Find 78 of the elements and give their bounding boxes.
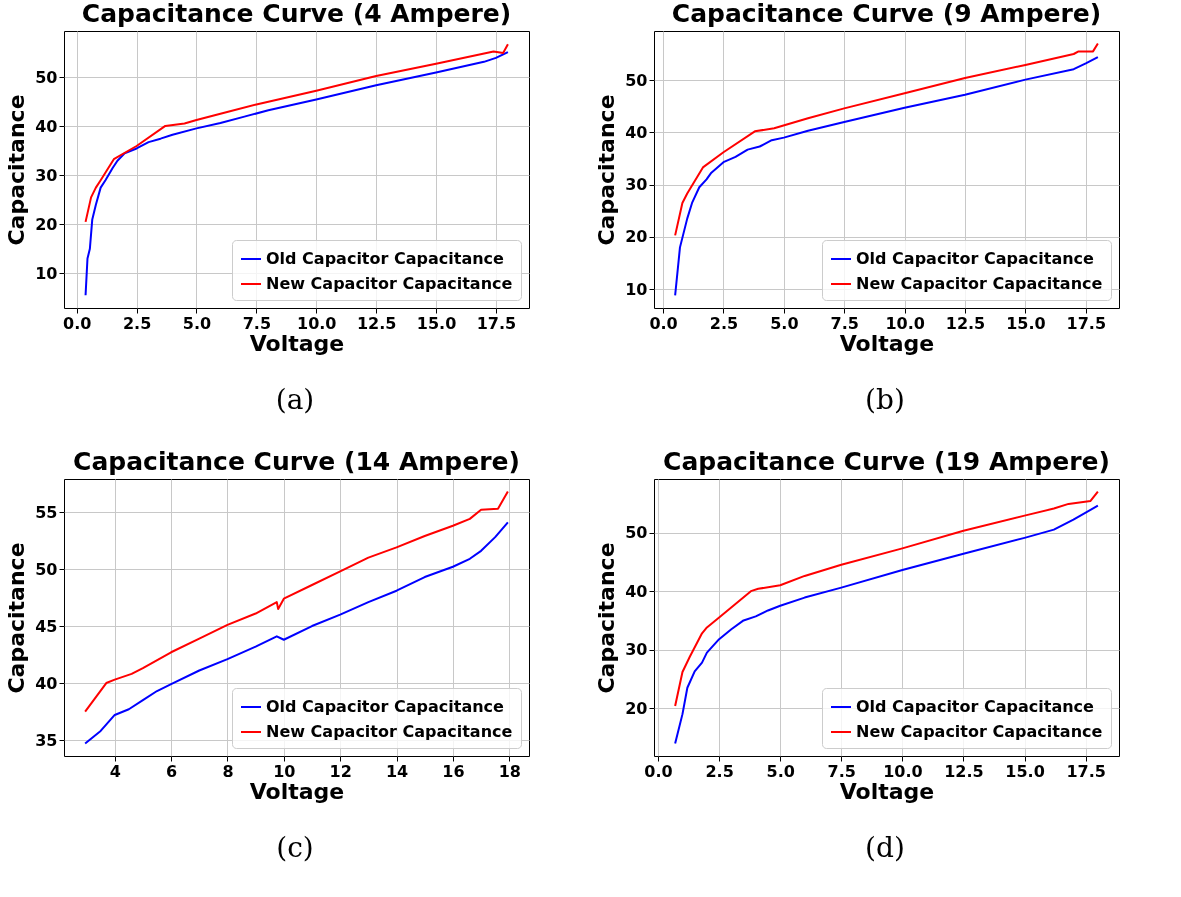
x-axis-title: Voltage <box>249 778 345 804</box>
x-tick-label: 10.0 <box>885 313 925 333</box>
text: (d) <box>864 831 906 864</box>
x-tick-label: 0.0 <box>63 313 92 333</box>
x-tick-label: 7.5 <box>242 313 272 333</box>
x-tick-label: 12.5 <box>356 313 397 333</box>
legend-label: New Capacitor Capacitance <box>856 722 1103 741</box>
x-tick-label: 6 <box>166 761 178 781</box>
x-axis-title: Voltage <box>839 330 935 356</box>
legend-label: Old Capacitor Capacitance <box>856 697 1095 716</box>
y-tick-label: 40 <box>625 122 648 142</box>
chart-title: Capacitance Curve (4 Ampere) <box>81 0 512 28</box>
x-tick-label: 5.0 <box>770 313 799 333</box>
x-tick-label: 2.5 <box>709 313 739 333</box>
x-tick-label: 17.5 <box>1066 761 1106 781</box>
y-tick-label: 35 <box>35 730 58 750</box>
y-axis-title: Capacitance <box>4 94 30 246</box>
x-tick-label: 2.5 <box>122 313 152 333</box>
x-tick-label: 10 <box>273 761 296 781</box>
line-series <box>84 490 509 713</box>
y-axis-title: Capacitance <box>594 542 620 694</box>
x-tick-label: 0.0 <box>649 313 678 333</box>
chart-title: Capacitance Curve (14 Ampere) <box>73 447 520 476</box>
text: (a) <box>274 383 316 416</box>
y-tick-label: 20 <box>35 214 58 234</box>
x-tick-label: 17.5 <box>476 313 517 333</box>
x-tick-label: 12.5 <box>944 761 984 781</box>
legend-label: Old Capacitor Capacitance <box>266 249 505 268</box>
x-tick-label: 7.5 <box>827 761 856 781</box>
x-tick-label: 0.0 <box>644 761 673 781</box>
x-tick-label: 2.5 <box>705 761 734 781</box>
chart-title: Capacitance Curve (19 Ampere) <box>663 447 1110 476</box>
y-tick-label: 30 <box>35 165 58 185</box>
line-series <box>674 42 1099 237</box>
x-tick-label: 5.0 <box>766 761 795 781</box>
y-axis-title: Capacitance <box>594 94 620 246</box>
legend-label: New Capacitor Capacitance <box>266 722 513 741</box>
text: (c) <box>275 831 315 864</box>
x-tick-label: 15.0 <box>416 313 457 333</box>
y-tick-label: 10 <box>35 263 58 283</box>
x-axis-title: Voltage <box>249 330 345 356</box>
x-tick-label: 12 <box>329 761 352 781</box>
y-tick-label: 50 <box>625 523 648 543</box>
line-series <box>84 43 509 223</box>
y-tick-label: 50 <box>35 67 58 87</box>
y-tick-label: 40 <box>35 673 58 693</box>
legend-label: New Capacitor Capacitance <box>856 274 1103 293</box>
y-tick-label: 40 <box>35 116 58 136</box>
x-tick-label: 5.0 <box>182 313 212 333</box>
legend-label: Old Capacitor Capacitance <box>266 697 505 716</box>
y-tick-label: 50 <box>35 559 58 579</box>
x-tick-label: 4 <box>109 761 121 781</box>
x-tick-label: 14 <box>385 761 409 781</box>
y-tick-label: 55 <box>35 502 58 522</box>
x-tick-label: 7.5 <box>830 313 859 333</box>
y-tick-label: 20 <box>625 227 648 247</box>
chart-title: Capacitance Curve (9 Ampere) <box>671 0 1102 28</box>
y-tick-label: 20 <box>625 698 648 718</box>
x-tick-label: 16 <box>442 761 465 781</box>
x-tick-label: 8 <box>222 761 234 781</box>
y-tick-label: 40 <box>625 581 648 601</box>
x-tick-label: 15.0 <box>1005 761 1045 781</box>
legend-label: Old Capacitor Capacitance <box>856 249 1095 268</box>
y-tick-label: 10 <box>625 279 648 299</box>
x-axis-title: Voltage <box>839 778 935 804</box>
x-tick-label: 10.0 <box>297 313 337 333</box>
x-tick-label: 15.0 <box>1006 313 1046 333</box>
y-tick-label: 30 <box>625 175 648 195</box>
y-tick-label: 30 <box>625 640 648 660</box>
x-tick-label: 18 <box>498 761 521 781</box>
text: (b) <box>864 383 906 416</box>
x-tick-label: 17.5 <box>1066 313 1107 333</box>
y-tick-label: 50 <box>625 70 648 90</box>
legend-label: New Capacitor Capacitance <box>266 274 513 293</box>
y-tick-label: 45 <box>35 616 58 636</box>
x-tick-label: 10.0 <box>883 761 923 781</box>
x-tick-label: 12.5 <box>945 313 986 333</box>
y-axis-title: Capacitance <box>4 542 30 694</box>
